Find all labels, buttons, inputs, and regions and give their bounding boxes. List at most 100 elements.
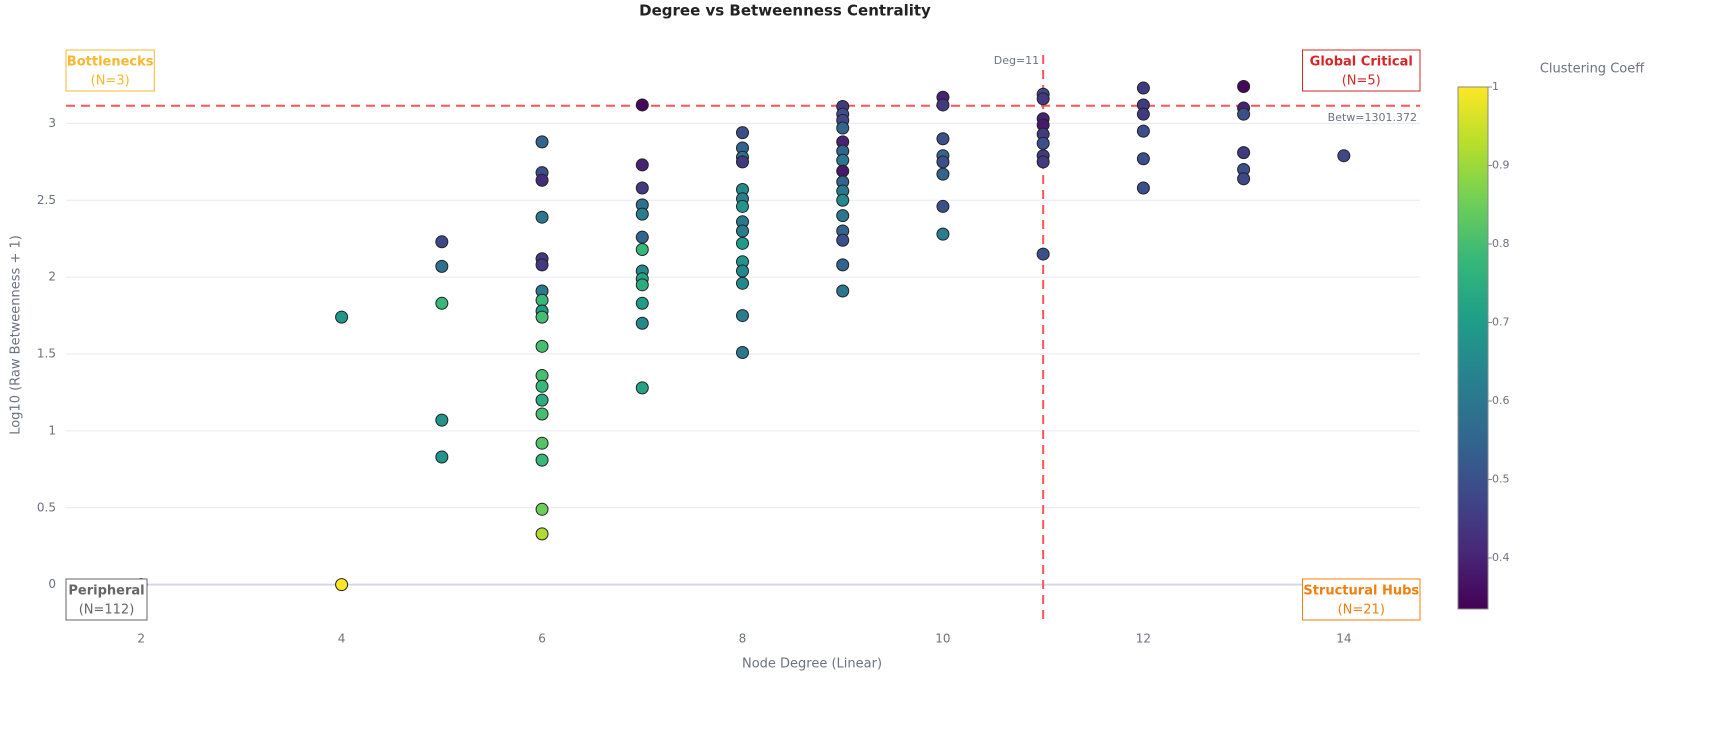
point [435,450,449,464]
point [936,227,950,241]
point [1136,152,1150,166]
quadrant-box [65,49,155,92]
point [735,126,749,140]
point [836,193,850,207]
point [535,173,549,187]
point [936,98,950,112]
point [435,259,449,273]
point [635,278,649,292]
point [735,276,749,290]
x-axis-title: Node Degree (Linear) [742,657,882,672]
x-tick-label: 2 [137,632,145,646]
point [635,207,649,221]
x-tick-label: 12 [1136,632,1151,646]
point [1136,81,1150,95]
point [936,199,950,213]
point [936,132,950,146]
x-tick-label: 8 [739,632,747,646]
point [535,339,549,353]
point [535,393,549,407]
point [535,379,549,393]
colorbar [1457,86,1489,610]
y-tick-label: 1 [48,423,56,437]
point [836,209,850,223]
point [836,164,850,178]
point [635,381,649,395]
point [635,242,649,256]
point [1237,172,1251,186]
point [1136,124,1150,138]
quadrant-box [1302,49,1421,92]
x-tick-label: 14 [1336,632,1351,646]
point [1337,149,1351,163]
point [1036,247,1050,261]
point [535,310,549,324]
point [435,296,449,310]
point [635,158,649,172]
point [735,345,749,359]
point [836,258,850,272]
x-tick-label: 10 [935,632,950,646]
y-tick-label: 0.5 [37,500,56,514]
quadrant-count: (N=112) [79,603,135,618]
point [535,407,549,421]
y-tick-label: 2 [48,270,56,284]
y-tick-label: 1.5 [37,347,56,361]
colorbar-tick-label: 1 [1492,80,1499,93]
point [1036,92,1050,106]
point [335,578,349,592]
colorbar-tick-label: 0.5 [1492,472,1510,485]
colorbar-tick-label: 0.6 [1492,394,1510,407]
colorbar-tick-label: 0.8 [1492,237,1510,250]
point [735,264,749,278]
point [335,310,349,324]
chart-title: Degree vs Betweenness Centrality [639,2,931,20]
quadrant-label: Bottlenecks [67,55,154,70]
quadrant-count: (N=3) [91,74,130,89]
point [535,210,549,224]
point [535,502,549,516]
point [1237,146,1251,160]
point [1136,107,1150,121]
point [735,199,749,213]
point [535,453,549,467]
quadrant-label: Structural Hubs [1303,584,1419,599]
colorbar-tick-label: 0.7 [1492,315,1510,328]
y-tick-label: 0 [48,577,56,591]
point [635,181,649,195]
quadrant-count: (N=5) [1342,74,1381,89]
point [535,293,549,307]
point [635,230,649,244]
y-axis-title: Log10 (Raw Betweenness + 1) [9,235,24,435]
point [435,413,449,427]
quadrant-box [1302,578,1421,621]
threshold-label: Deg=11 [994,54,1039,67]
point [1237,80,1251,94]
point [936,167,950,181]
point [836,233,850,247]
point [735,309,749,323]
quadrant-label: Global Critical [1310,55,1413,70]
point [1036,155,1050,169]
x-tick-label: 6 [538,632,546,646]
point [635,98,649,112]
point [735,155,749,169]
colorbar-title: Clustering Coeff [1540,62,1645,77]
colorbar-tick-label: 0.4 [1492,551,1510,564]
point [435,235,449,249]
point [1237,107,1251,121]
point [1136,181,1150,195]
point [535,258,549,272]
y-tick-label: 2.5 [37,193,56,207]
y-tick-label: 3 [48,116,56,130]
point [535,135,549,149]
point [735,224,749,238]
point [836,284,850,298]
quadrant-count: (N=21) [1338,603,1385,618]
point [735,236,749,250]
colorbar-tick-label: 0.9 [1492,158,1510,171]
point [535,369,549,383]
point [535,527,549,541]
